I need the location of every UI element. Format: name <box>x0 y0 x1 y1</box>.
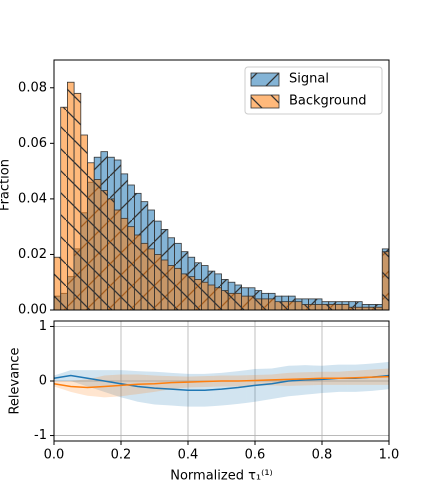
bar-hatch <box>234 292 242 311</box>
bar-hatch <box>247 295 256 311</box>
bar-hatch <box>334 304 343 311</box>
bar-hatch <box>274 301 283 311</box>
bar-hatch <box>73 92 82 311</box>
bar-hatch <box>207 284 216 311</box>
y-tick-label: 1 <box>39 319 47 334</box>
bar-hatch <box>167 265 175 311</box>
bar-hatch <box>288 301 296 311</box>
bar-hatch <box>328 304 336 311</box>
bar-hatch <box>301 304 309 311</box>
bar-hatch <box>381 251 390 311</box>
bar-hatch <box>308 304 316 311</box>
bar-hatch <box>227 292 236 311</box>
bar-hatch <box>341 304 350 311</box>
x-tick-label: 0.0 <box>44 448 65 463</box>
bar-hatch <box>194 279 202 311</box>
bar-hatch <box>241 295 249 311</box>
y-tick-label: 0.06 <box>18 136 47 151</box>
bar-hatch <box>294 301 303 311</box>
legend-label: Signal <box>289 72 329 87</box>
y-tick-label: 0.08 <box>18 80 47 95</box>
error-band <box>95 370 113 395</box>
x-tick-label: 0.6 <box>245 448 266 463</box>
y-tick-label: 0.00 <box>18 303 47 318</box>
bar-hatch <box>60 106 68 311</box>
bar-hatch <box>254 298 263 311</box>
bar-hatch <box>187 276 196 311</box>
bar-hatch <box>221 290 229 311</box>
legend-swatch-hatch <box>250 72 280 87</box>
bar-hatch <box>100 190 109 311</box>
bar-hatch <box>53 256 62 311</box>
bar-hatch <box>140 242 149 311</box>
bar-hatch <box>200 281 209 311</box>
bar-hatch <box>133 234 142 311</box>
bar-hatch <box>127 226 135 311</box>
bar-hatch <box>314 304 323 311</box>
error-band <box>62 370 80 384</box>
bar-hatch <box>147 248 155 311</box>
x-tick-label: 1.0 <box>379 448 400 463</box>
y-axis-label: Relevance <box>8 347 23 414</box>
x-tick-label: 0.8 <box>312 448 333 463</box>
bar-hatch <box>321 304 330 311</box>
bar-hatch <box>67 81 75 311</box>
bar-hatch <box>180 273 189 311</box>
legend-swatch-hatch <box>250 94 280 109</box>
bar-hatch <box>93 179 102 311</box>
bar-hatch <box>214 287 222 311</box>
y-tick-label: -1 <box>34 428 47 443</box>
bar-hatch <box>87 162 95 311</box>
bar-hatch <box>154 254 162 311</box>
bar-hatch <box>267 298 276 311</box>
bar-hatch <box>174 267 182 311</box>
line <box>53 375 390 389</box>
y-axis-label: Fraction <box>0 159 13 211</box>
legend-label: Background <box>289 94 367 109</box>
x-tick-label: 0.2 <box>111 448 132 463</box>
bar-hatch <box>160 259 169 311</box>
x-axis-label: Normalized τ₁⁽¹⁾ <box>170 469 273 484</box>
y-tick-label: 0.02 <box>18 247 47 262</box>
bar-hatch <box>261 298 269 311</box>
x-tick-label: 0.4 <box>178 448 199 463</box>
y-tick-label: 0 <box>39 374 47 389</box>
bar-hatch <box>107 198 115 311</box>
bar-hatch <box>80 134 88 311</box>
bar-hatch <box>281 301 289 311</box>
error-band <box>79 370 96 390</box>
bar-hatch <box>120 217 129 311</box>
axes-frame <box>53 59 390 311</box>
y-tick-label: 0.04 <box>18 191 47 206</box>
bar-hatch <box>113 209 122 311</box>
